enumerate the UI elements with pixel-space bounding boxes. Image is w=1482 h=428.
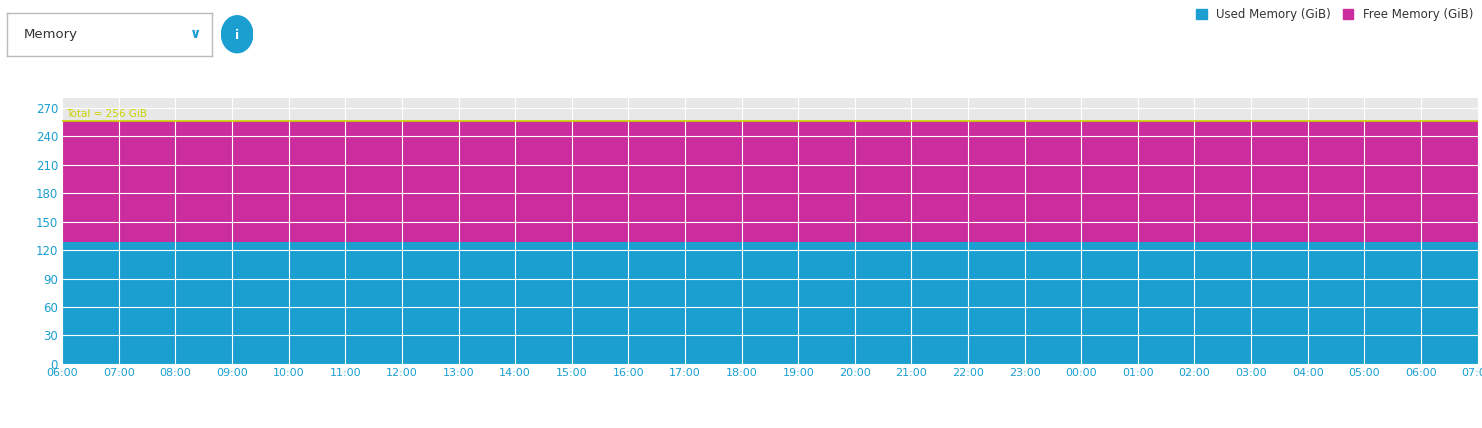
Text: Memory: Memory xyxy=(24,28,77,41)
Text: Total = 256 GiB: Total = 256 GiB xyxy=(67,109,148,119)
Text: i: i xyxy=(236,29,239,42)
Circle shape xyxy=(221,16,253,53)
Text: ∨: ∨ xyxy=(190,27,202,41)
Legend: Used Memory (GiB), Free Memory (GiB): Used Memory (GiB), Free Memory (GiB) xyxy=(1196,8,1473,21)
